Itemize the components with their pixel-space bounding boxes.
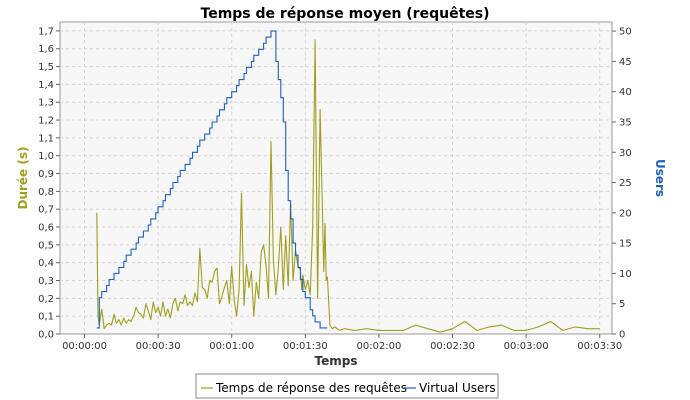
y-right-tick-label: 15 xyxy=(619,239,632,250)
y-left-tick-label: 1,7 xyxy=(38,26,54,37)
y-left-tick-label: 1,3 xyxy=(38,98,54,109)
legend-box xyxy=(195,373,499,399)
x-tick-label: 00:03:30 xyxy=(577,341,622,352)
y-right-tick-label: 50 xyxy=(619,27,632,38)
x-tick-label: 00:00:00 xyxy=(62,341,107,352)
y-left-tick-label: 0,1 xyxy=(38,312,54,323)
y-right-tick-label: 20 xyxy=(619,208,632,219)
left-y-axis: 0,0 0,1 0,2 0,3 0,4 0,5 0,6 0,7 0,8 0,9 1,0 1,1 1,2 1… xyxy=(38,26,60,341)
y-left-tick-label: 1,1 xyxy=(38,133,54,144)
legend: Temps de réponse des requêtes Virtual Us… xyxy=(195,373,499,399)
x-axis: 00:00:00 00:00:30 00:01:00 00:01:30 00:02:00… xyxy=(62,334,622,352)
y-left-tick-label: 1,0 xyxy=(38,151,54,162)
y-left-tick-label: 0,2 xyxy=(38,294,54,305)
y-axis-left-label: Durée (s) xyxy=(16,147,30,210)
y-right-tick-label: 10 xyxy=(619,269,632,280)
y-left-tick-label: 1,4 xyxy=(38,80,54,91)
y-right-tick-label: 5 xyxy=(619,299,625,310)
x-tick-label: 00:02:30 xyxy=(430,341,475,352)
y-right-tick-label: 30 xyxy=(619,148,632,159)
y-left-tick-label: 0,8 xyxy=(38,187,54,198)
series-layer xyxy=(96,30,600,333)
y-left-tick-label: 0,0 xyxy=(38,330,54,341)
grid xyxy=(60,22,612,334)
y-right-tick-label: 35 xyxy=(619,117,632,128)
legend-label-response: Temps de réponse des requêtes xyxy=(215,381,407,395)
y-axis-right-label: Users xyxy=(653,159,667,197)
y-right-tick-label: 45 xyxy=(619,57,632,68)
y-left-tick-label: 1,5 xyxy=(38,62,54,73)
legend-label-users: Virtual Users xyxy=(419,381,496,395)
y-left-tick-label: 0,9 xyxy=(38,169,54,180)
y-left-tick-label: 0,5 xyxy=(38,240,54,251)
y-left-tick-label: 0,6 xyxy=(38,223,54,234)
y-left-tick-label: 1,6 xyxy=(38,44,54,55)
x-axis-label: Temps xyxy=(315,354,358,368)
chart-title: Temps de réponse moyen (requêtes) xyxy=(201,6,490,22)
plot-area xyxy=(59,21,613,335)
y-left-tick-label: 1,2 xyxy=(38,116,54,127)
x-tick-label: 00:01:30 xyxy=(283,341,328,352)
y-right-tick-label: 25 xyxy=(619,178,632,189)
y-left-tick-label: 0,7 xyxy=(38,205,54,216)
y-right-tick-label: 40 xyxy=(619,87,632,98)
series-line-virtual-users xyxy=(96,30,328,329)
y-right-tick-label: 0 xyxy=(619,330,625,341)
x-tick-label: 00:03:00 xyxy=(504,341,549,352)
x-tick-label: 00:02:00 xyxy=(356,341,401,352)
y-left-tick-label: 0,3 xyxy=(38,276,54,287)
x-tick-label: 00:00:30 xyxy=(136,341,181,352)
x-tick-label: 00:01:00 xyxy=(209,341,254,352)
right-y-axis: 0 5 10 15 20 25 30 35 40 45 50 xyxy=(612,27,632,341)
y-left-tick-label: 0,4 xyxy=(38,258,54,269)
series-line-response-time xyxy=(96,39,600,333)
